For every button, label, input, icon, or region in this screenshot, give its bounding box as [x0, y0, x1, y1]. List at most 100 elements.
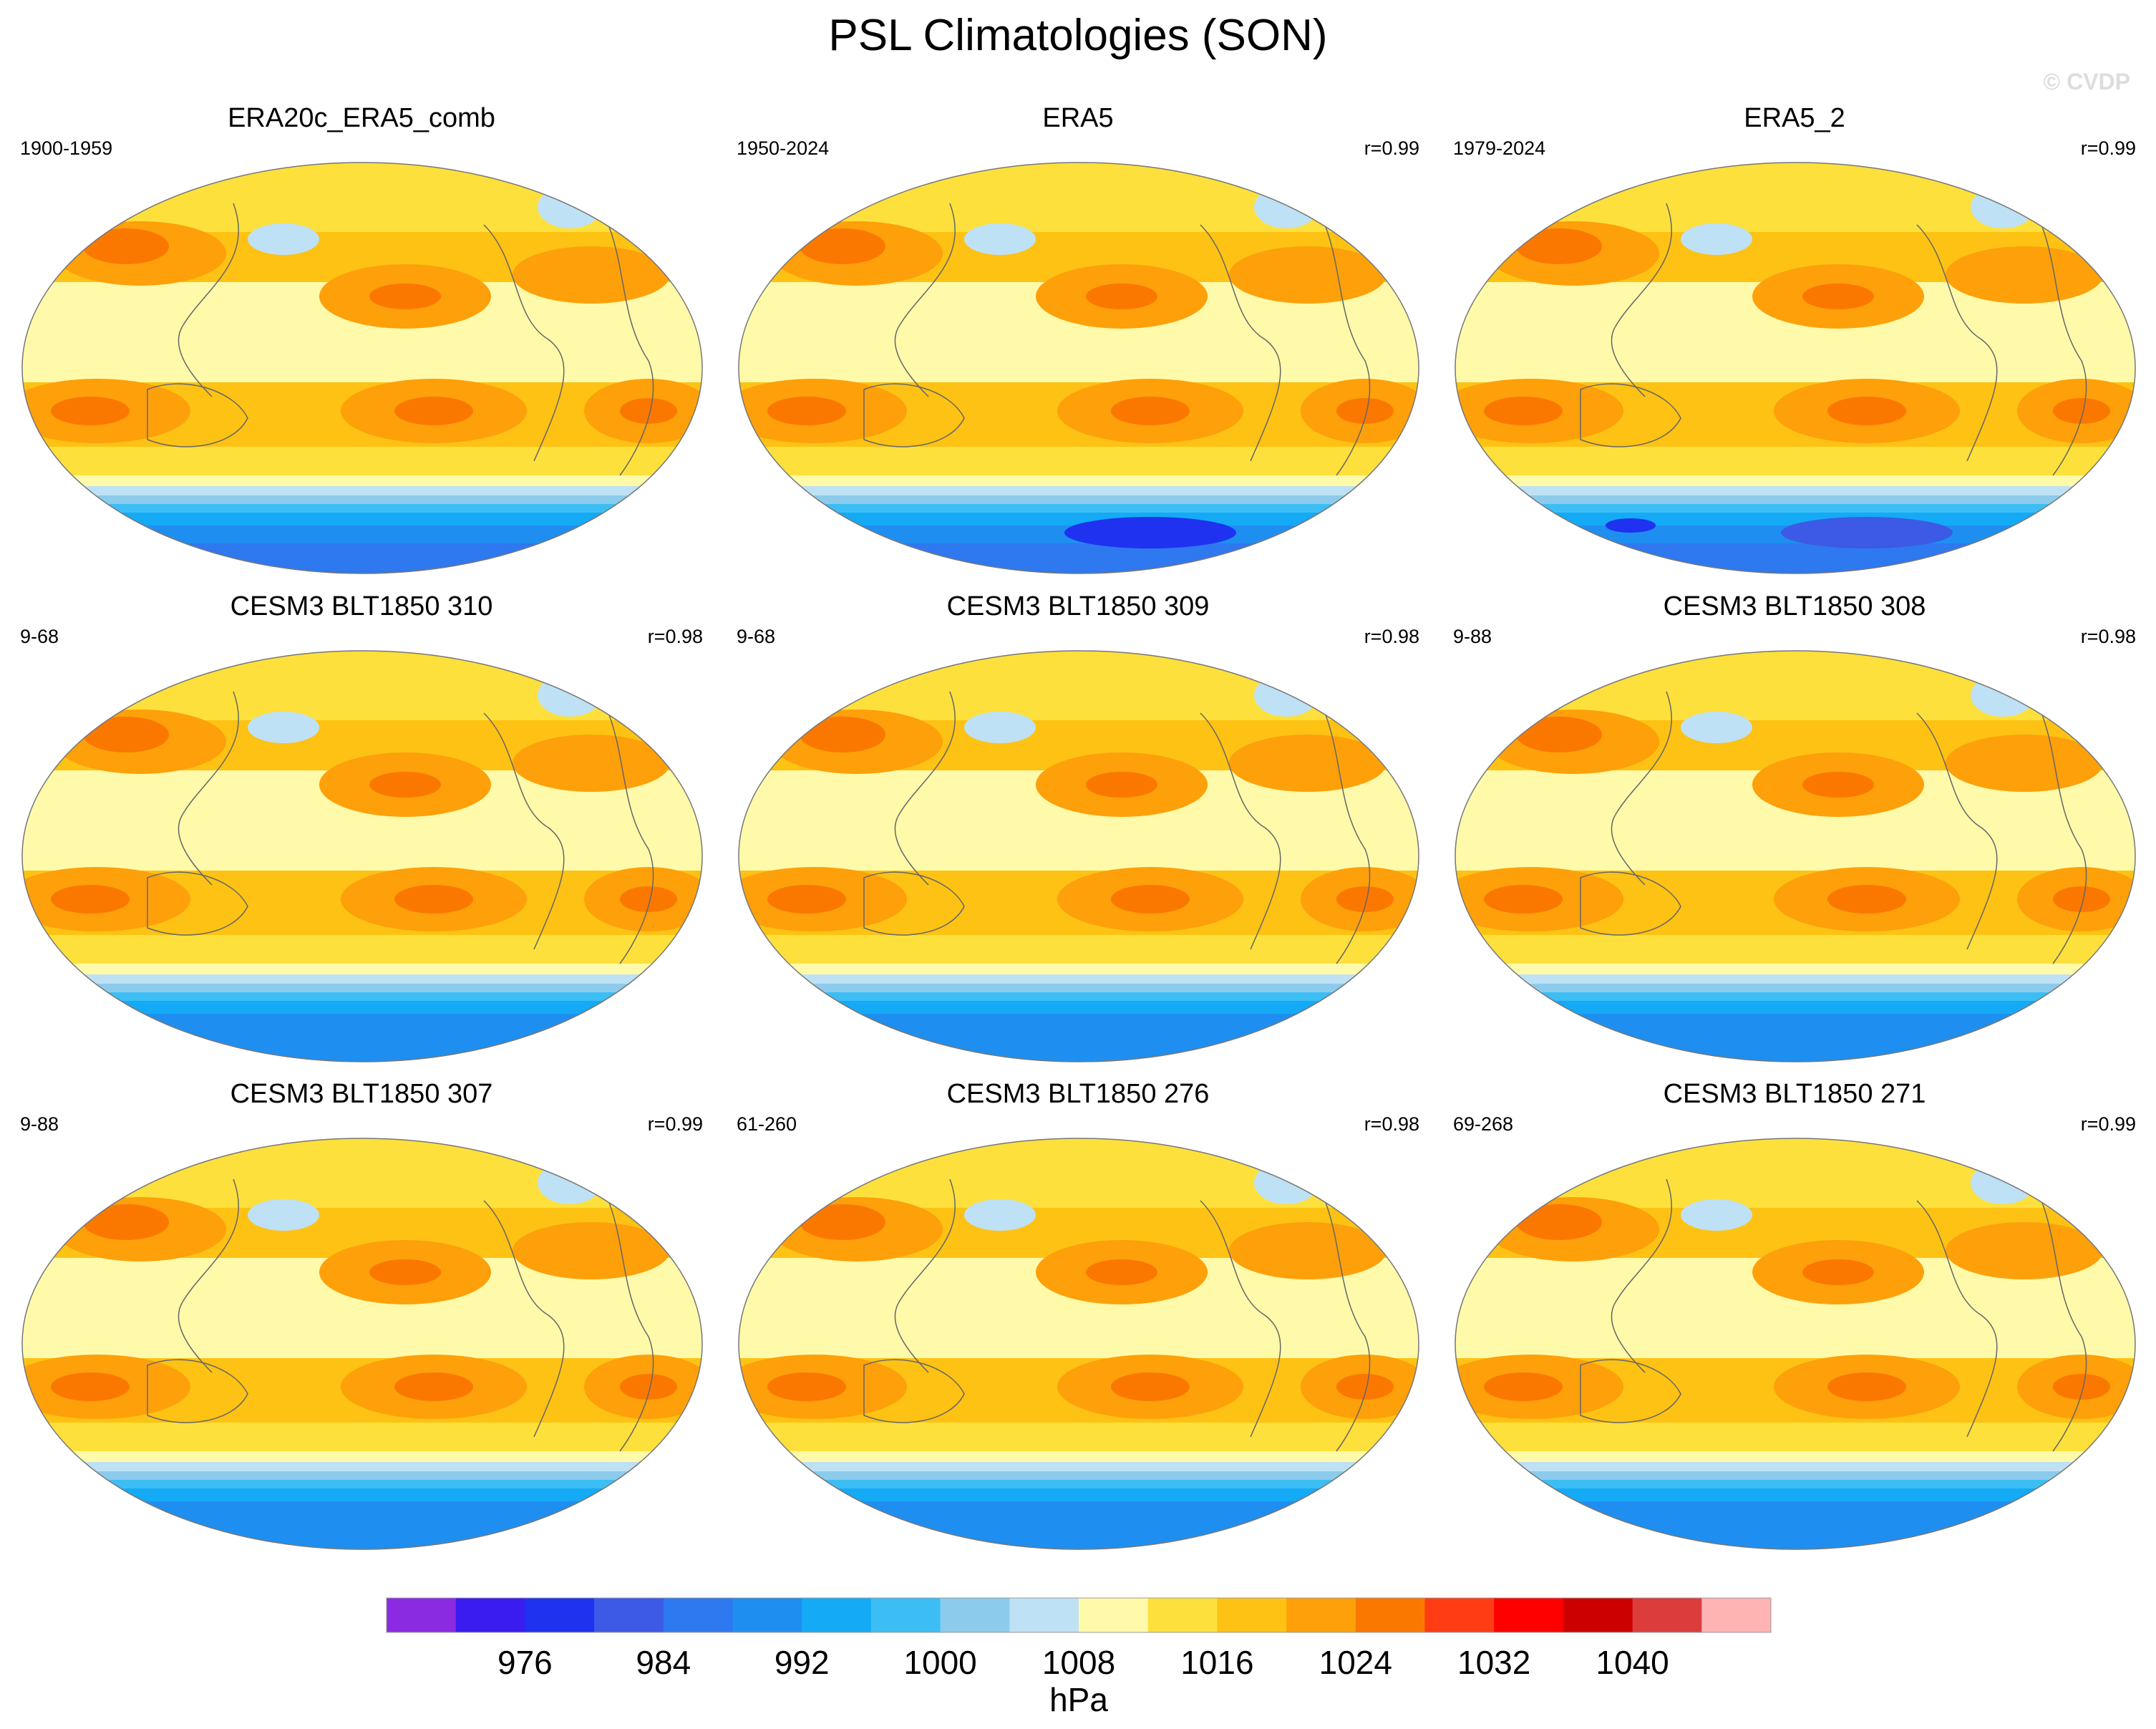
coastline — [2038, 705, 2087, 964]
colorbar-tick-label: 1024 — [1319, 1644, 1392, 1681]
pressure-cell — [1086, 284, 1157, 309]
pressure-cell — [1484, 397, 1563, 425]
pressure-cell — [889, 1302, 968, 1328]
panel-years: 61-260 — [737, 1113, 797, 1135]
colorbar-tick-label: 1032 — [1457, 1644, 1530, 1681]
psl-map — [21, 1138, 703, 1550]
pressure-band — [22, 504, 702, 513]
colorbar-swatch — [802, 1598, 872, 1632]
pressure-band — [22, 163, 702, 232]
coastline — [178, 203, 239, 397]
coastline — [147, 871, 248, 936]
pressure-band — [22, 984, 702, 992]
panel-title: CESM3 BLT1850 309 — [946, 591, 1210, 621]
pressure-cell — [538, 185, 602, 228]
colorbar-tick-label: 1016 — [1180, 1644, 1253, 1681]
coastline — [1916, 1200, 1998, 1438]
pressure-band — [739, 1480, 1419, 1488]
coastline — [1580, 1359, 1681, 1423]
pressure-cell — [248, 712, 319, 743]
pressure-cell — [1971, 674, 2035, 717]
pressure-cell — [800, 1204, 885, 1240]
pressure-band — [739, 495, 1419, 504]
coastline — [605, 217, 654, 476]
pressure-band — [1455, 1423, 2135, 1451]
panel-years: 1979-2024 — [1453, 137, 1546, 159]
coastline — [605, 705, 654, 964]
map-panel-9: CESM3 BLT1850 271 69-268 r=0.99 — [1440, 1079, 2149, 1551]
pressure-cell — [1254, 185, 1319, 228]
pressure-band — [22, 543, 702, 573]
coastline — [863, 383, 965, 447]
pressure-band — [22, 526, 702, 543]
pressure-cell — [767, 885, 846, 914]
psl-map — [738, 1138, 1419, 1550]
colorbar-swatch — [1079, 1598, 1149, 1632]
psl-map — [21, 162, 703, 574]
coastline — [1200, 224, 1281, 462]
pressure-cell — [620, 398, 677, 424]
pressure-cell — [889, 815, 968, 841]
coastline — [605, 1193, 654, 1452]
pressure-cell — [538, 674, 602, 717]
colorbar-swatch — [387, 1598, 457, 1632]
coastline — [2038, 1193, 2087, 1452]
pressure-cell — [1484, 885, 1563, 914]
pressure-cell — [964, 1199, 1036, 1231]
pressure-band — [1455, 495, 2135, 504]
pressure-band — [1455, 1032, 2135, 1062]
panel-years: 1950-2024 — [737, 137, 830, 159]
panel-title: CESM3 BLT1850 276 — [946, 1079, 1210, 1109]
pressure-cell — [1681, 1199, 1752, 1231]
coastline — [894, 691, 956, 886]
colorbar-swatch — [1286, 1598, 1356, 1632]
pressure-band — [1455, 935, 2135, 964]
psl-map — [21, 650, 703, 1062]
pressure-cell — [1254, 1161, 1319, 1204]
panel-title: CESM3 BLT1850 307 — [230, 1079, 493, 1109]
colorbar-tick-label: 984 — [636, 1644, 691, 1681]
coastline — [894, 203, 956, 397]
coastline — [863, 1359, 965, 1423]
pressure-band — [739, 974, 1419, 984]
map-outline — [21, 1138, 703, 1550]
pressure-band — [1455, 163, 2135, 232]
pressure-band — [1455, 651, 2135, 720]
coastline — [1611, 1178, 1672, 1373]
pressure-band — [22, 1451, 702, 1462]
pressure-band — [1455, 964, 2135, 974]
pressure-band — [739, 475, 1419, 486]
coastline — [178, 1178, 239, 1373]
colorbar-swatch — [1424, 1598, 1495, 1632]
pressure-band — [1455, 543, 2135, 573]
colorbar-swatch — [1563, 1598, 1633, 1632]
panel-title: ERA20c_ERA5_comb — [228, 103, 495, 133]
pressure-cell — [1111, 885, 1190, 914]
pressure-band — [1455, 1501, 2135, 1519]
pressure-cell — [513, 246, 670, 304]
pressure-band — [22, 992, 702, 1001]
map-panel-6: CESM3 BLT1850 308 9-88 r=0.98 — [1440, 591, 2149, 1064]
pressure-cell — [1946, 1222, 2103, 1279]
pressure-band — [739, 1488, 1419, 1501]
pressure-cell — [1781, 517, 1953, 548]
panel-years: 69-268 — [1453, 1113, 1514, 1135]
pressure-cell — [1681, 223, 1752, 255]
panel-years: 9-68 — [20, 626, 59, 647]
pressure-cell — [513, 1222, 670, 1279]
pressure-band — [1455, 1138, 2135, 1208]
pressure-band — [22, 475, 702, 486]
pressure-cell — [173, 1302, 251, 1328]
colorbar-swatch — [1147, 1598, 1218, 1632]
panel-years: 1900-1959 — [20, 137, 113, 159]
psl-map — [1455, 162, 2136, 574]
pressure-band — [22, 447, 702, 475]
pressure-band — [22, 974, 702, 984]
pressure-cell — [1946, 735, 2103, 792]
pressure-cell — [538, 1161, 602, 1204]
colorbar-swatch — [1701, 1598, 1772, 1632]
pressure-cell — [1606, 1302, 1684, 1328]
colorbar-swatch — [1009, 1598, 1079, 1632]
panel-correlation: r=0.98 — [1364, 1113, 1419, 1135]
pressure-cell — [51, 1372, 130, 1401]
